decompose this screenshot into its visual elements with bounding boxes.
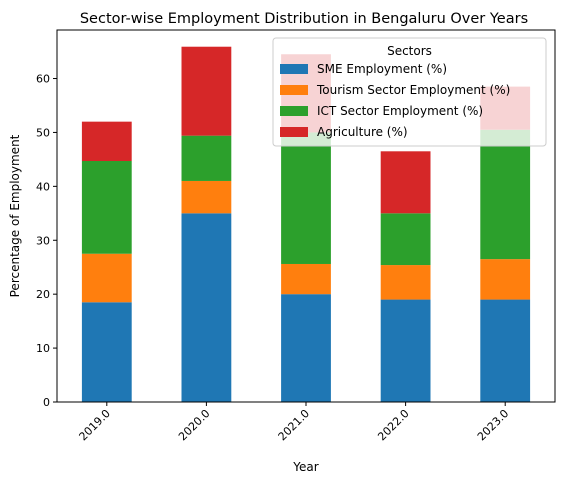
y-tick-label: 0 <box>43 396 50 409</box>
y-tick-label: 30 <box>36 234 50 247</box>
x-tick-label: 2022.0 <box>375 407 411 443</box>
plot-frame <box>56 29 556 403</box>
bar-2019.0-series-0 <box>81 302 132 402</box>
x-axis: 2019.0 2020.0 2021.0 2022.0 2023.0 <box>77 402 511 443</box>
bar-2019.0-series-3 <box>81 121 132 162</box>
y-tick-label: 40 <box>36 180 50 193</box>
legend: Sectors SME Employment (%) Tourism Sector … <box>272 37 547 147</box>
y-tick-label: 60 <box>36 73 50 86</box>
legend-label-1: Tourism Sector Employment (%) <box>316 83 510 97</box>
bars <box>81 46 531 402</box>
x-tick-label: 2021.0 <box>276 407 312 443</box>
y-axis: 0 10 20 30 40 50 60 <box>36 73 57 409</box>
legend-swatch-3 <box>280 127 308 137</box>
bar-2022.0-series-2 <box>380 213 431 266</box>
bar-2019.0-series-1 <box>81 253 132 303</box>
chart-title: Sector-wise Employment Distribution in B… <box>80 11 528 27</box>
bar-2021.0-series-2 <box>281 132 331 264</box>
bar-2019.0-series-2 <box>81 161 132 254</box>
y-axis-label: Percentage of Employment <box>8 134 22 297</box>
x-tick-label: 2020.0 <box>176 407 212 443</box>
bar-2021.0-series-0 <box>281 294 331 402</box>
legend-box <box>272 37 547 147</box>
y-tick-label: 20 <box>36 288 50 301</box>
bar-2023.0-series-0 <box>480 299 531 402</box>
legend-label-3: Agriculture (%) <box>317 125 408 139</box>
y-tick-label: 10 <box>36 342 50 355</box>
bar-2020.0-series-1 <box>181 180 232 214</box>
bar-2022.0-series-0 <box>380 299 431 402</box>
x-tick-label: 2019.0 <box>77 407 113 443</box>
y-tick-label: 50 <box>36 126 50 139</box>
bar-2021.0-series-1 <box>281 263 331 295</box>
legend-label-2: ICT Sector Employment (%) <box>317 104 483 118</box>
legend-swatch-1 <box>280 85 308 95</box>
legend-title: Sectors <box>387 44 432 58</box>
legend-swatch-0 <box>280 64 308 74</box>
bar-2023.0-series-1 <box>480 259 531 300</box>
x-axis-label: Year <box>292 460 318 474</box>
bar-2020.0-series-2 <box>181 135 232 181</box>
legend-swatch-2 <box>280 106 308 116</box>
x-tick-label: 2023.0 <box>475 407 511 443</box>
bar-2022.0-series-1 <box>380 265 431 300</box>
legend-label-0: SME Employment (%) <box>317 62 447 76</box>
bar-2020.0-series-3 <box>181 46 232 136</box>
bar-2020.0-series-0 <box>181 213 232 402</box>
bar-2022.0-series-3 <box>380 151 431 214</box>
bar-2023.0-series-2 <box>480 129 531 260</box>
